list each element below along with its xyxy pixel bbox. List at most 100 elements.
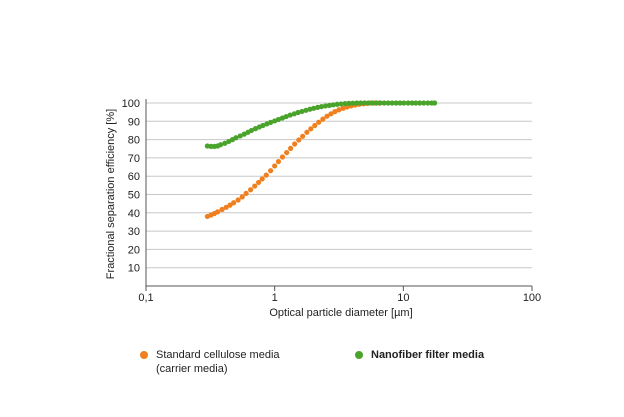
- data-point: [340, 105, 346, 111]
- data-point: [263, 172, 269, 178]
- data-point: [322, 103, 329, 109]
- data-point: [381, 100, 387, 106]
- y-tick-label: 10: [128, 263, 140, 275]
- data-point: [328, 111, 334, 117]
- data-point: [247, 187, 254, 193]
- y-tick-label: 100: [122, 98, 140, 110]
- data-point: [235, 197, 241, 203]
- data-point: [350, 100, 356, 106]
- data-point: [401, 100, 407, 106]
- data-point: [304, 129, 310, 135]
- gridlines: [146, 102, 532, 269]
- y-tick-label: 20: [128, 244, 140, 256]
- data-point: [279, 154, 286, 160]
- data-point: [330, 102, 336, 108]
- data-point: [237, 133, 243, 139]
- data-point: [268, 119, 274, 125]
- data-point: [354, 100, 360, 106]
- data-point: [377, 100, 383, 106]
- x-tick-label: 0,1: [138, 292, 153, 304]
- data-point: [385, 100, 391, 106]
- legend-item-standard-cellulose: Standard cellulose media (carrier media): [140, 348, 280, 376]
- series-0: [204, 100, 382, 220]
- data-point: [365, 100, 372, 106]
- data-point: [334, 101, 340, 107]
- data-point: [425, 100, 431, 106]
- data-point: [373, 100, 380, 106]
- data-point: [284, 149, 290, 156]
- legend-item-nanofiber: Nanofiber filter media: [355, 348, 484, 362]
- data-point: [397, 100, 403, 106]
- data-point: [260, 122, 266, 129]
- data-point: [219, 206, 225, 213]
- data-point: [296, 137, 302, 143]
- y-tick-label: 90: [128, 116, 140, 128]
- data-point: [233, 135, 239, 141]
- data-point: [292, 141, 298, 147]
- y-tick-label: 70: [128, 153, 140, 165]
- data-point: [326, 102, 332, 108]
- x-tick-label: 100: [523, 292, 541, 304]
- data-point: [346, 100, 352, 106]
- data-point: [336, 107, 342, 113]
- data-point: [342, 100, 348, 107]
- y-axis-label: Fractional separation efficiency [%]: [105, 109, 117, 279]
- data-point: [231, 200, 237, 206]
- data-point: [421, 100, 427, 106]
- data-point: [308, 126, 314, 132]
- y-tick-label: 60: [128, 171, 140, 183]
- data-point: [393, 100, 399, 106]
- data-point: [217, 142, 224, 148]
- data-point: [275, 116, 282, 123]
- legend-label-nanofiber: Nanofiber filter media: [371, 349, 485, 361]
- data-point: [272, 163, 278, 169]
- data-point: [259, 176, 265, 182]
- y-tick-label: 50: [128, 190, 140, 202]
- data-point: [214, 209, 221, 215]
- data-point: [275, 158, 282, 165]
- data-point: [362, 100, 368, 106]
- data-point: [283, 113, 289, 120]
- data-point: [268, 168, 274, 174]
- x-tick-label: 1: [272, 292, 278, 304]
- y-tick-label: 30: [128, 226, 140, 238]
- x-axis-label: Optical particle diameter [µm]: [269, 307, 412, 319]
- x-tick-label: 10: [397, 292, 409, 304]
- data-point: [320, 116, 326, 122]
- y-tick-label: 80: [128, 135, 140, 147]
- data-point: [222, 140, 228, 146]
- tick-labels: 10 20 30 40 50 60 70 80 90 100 0,1 1 10 100: [122, 98, 542, 304]
- data-point: [311, 105, 317, 111]
- data-point: [243, 190, 249, 197]
- data-point: [413, 100, 419, 106]
- data-point: [248, 127, 255, 134]
- series-1: [204, 100, 438, 149]
- data-point: [255, 179, 262, 186]
- data-point: [300, 133, 306, 139]
- data-point: [369, 100, 376, 106]
- legend-label-standard-cellulose: Standard cellulose media (carrier media): [156, 349, 280, 375]
- y-tick-label: 40: [128, 208, 140, 220]
- series-layer: [204, 100, 438, 220]
- data-point: [324, 113, 330, 119]
- data-point: [338, 101, 344, 107]
- data-point: [389, 100, 395, 106]
- data-point: [287, 112, 293, 118]
- data-point: [252, 183, 258, 189]
- data-point: [303, 107, 309, 113]
- data-point: [312, 122, 318, 129]
- legend-marker-orange: [140, 351, 148, 359]
- legend-marker-green: [355, 351, 363, 359]
- data-point: [295, 109, 301, 116]
- data-point: [332, 109, 338, 115]
- data-point: [299, 108, 305, 115]
- data-point: [318, 104, 325, 110]
- data-point: [239, 194, 245, 200]
- data-point: [432, 100, 438, 106]
- data-point: [417, 100, 423, 106]
- data-point: [288, 145, 294, 151]
- data-point: [409, 100, 415, 106]
- data-point: [316, 119, 322, 125]
